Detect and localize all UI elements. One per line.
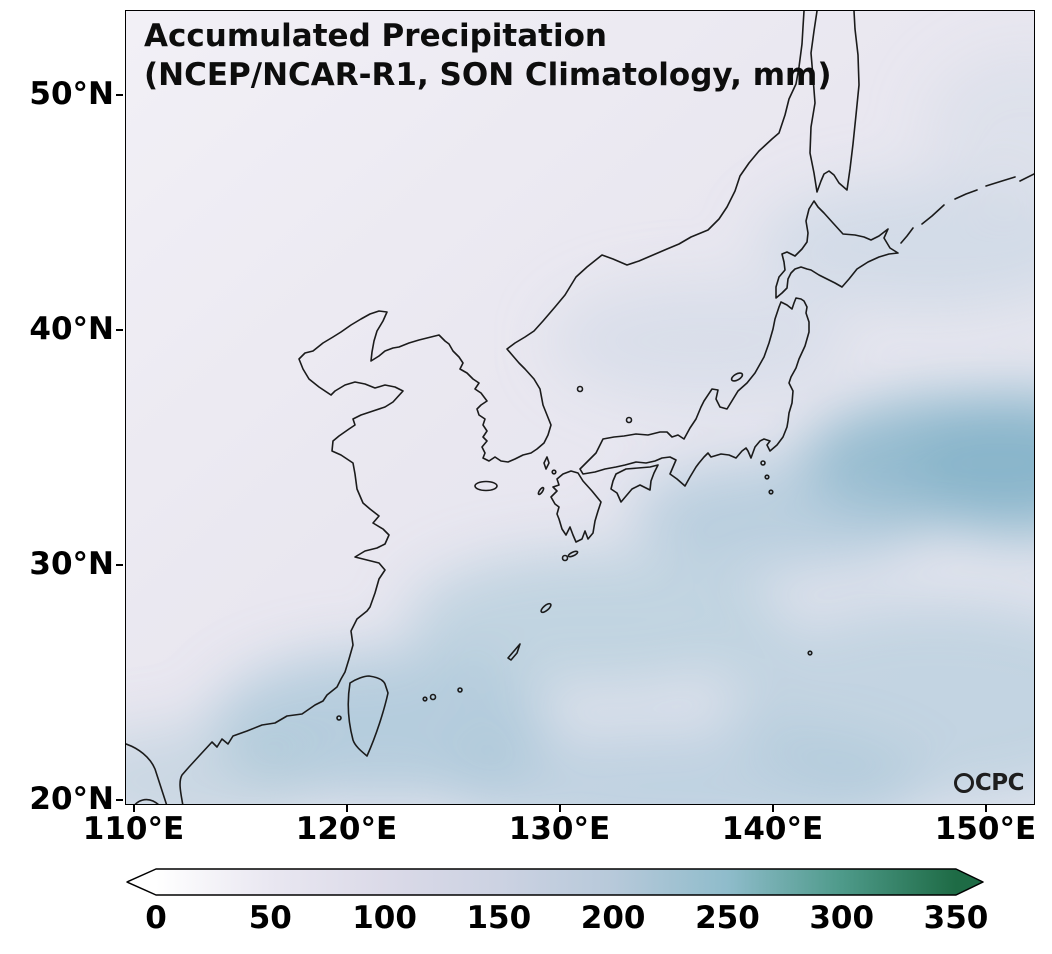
lon-tick-label: 140°E [721, 811, 824, 847]
colorbar-tick-label: 150 [466, 900, 532, 936]
precip-field-shading [126, 51, 1034, 804]
cpc-logo-circle-icon [953, 773, 974, 793]
coastlines [126, 11, 1034, 804]
map-title: Accumulated Precipitation (NCEP/NCAR-R1,… [144, 17, 832, 95]
coast-shikoku [610, 464, 659, 503]
colorbar-tick-label: 0 [145, 900, 167, 936]
lat-tick-mark [116, 328, 123, 331]
coast-taiwan [347, 675, 389, 757]
map-title-line1: Accumulated Precipitation [144, 18, 607, 54]
colorbar-tick-label: 100 [352, 900, 417, 936]
colorbar-tick-label: 300 [809, 900, 875, 936]
map-canvas [126, 11, 1034, 804]
colorbar [125, 866, 985, 898]
coast-kurils [900, 173, 1034, 244]
lat-tick-mark [116, 798, 123, 801]
colorbar-tick-label: 200 [580, 900, 646, 936]
lon-tick-mark [132, 805, 135, 812]
colorbar-tick-label: 250 [695, 900, 760, 936]
lon-tick-mark [558, 805, 561, 812]
lon-tick-label: 120°E [295, 811, 398, 847]
coast-hokkaido [775, 200, 899, 299]
lon-tick-label: 110°E [82, 811, 185, 847]
lat-tick-mark [116, 93, 123, 96]
lon-tick-mark [771, 805, 774, 812]
coast-leizhou [126, 743, 168, 804]
map-frame: Accumulated Precipitation (NCEP/NCAR-R1,… [125, 10, 1035, 805]
lat-tick-label: 30°N [29, 545, 114, 582]
colorbar-tick-label: 350 [923, 900, 989, 936]
lon-tick-label: 130°E [508, 811, 611, 847]
coast-kyushu [550, 470, 602, 543]
lat-tick-mark [116, 563, 123, 566]
lon-tick-mark [984, 805, 987, 812]
coast-mainland [179, 11, 805, 804]
small-islands [336, 372, 813, 721]
lon-tick-label: 150°E [934, 811, 1037, 847]
coast-sakhalin [809, 11, 860, 193]
colorbar-bar [126, 868, 984, 896]
map-title-line2: (NCEP/NCAR-R1, SON Climatology, mm) [144, 57, 832, 94]
cpc-logo-text: CPC [974, 770, 1025, 796]
lat-tick-label: 20°N [29, 780, 114, 817]
lat-tick-label: 50°N [29, 75, 114, 112]
lon-tick-mark [345, 805, 348, 812]
coast-hainan [134, 798, 160, 804]
colorbar-canvas [126, 868, 984, 896]
lat-tick-label: 40°N [29, 310, 114, 347]
colorbar-tick-label: 50 [248, 900, 292, 936]
cpc-logo: CPC [953, 770, 1025, 796]
coast-honshu [579, 297, 810, 487]
